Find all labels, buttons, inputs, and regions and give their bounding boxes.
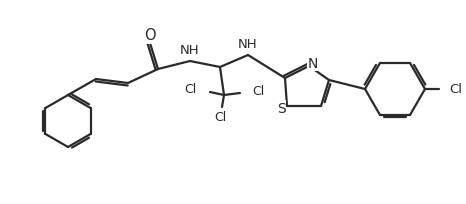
Text: Cl: Cl bbox=[214, 111, 226, 124]
Text: S: S bbox=[277, 102, 285, 115]
Text: O: O bbox=[144, 28, 156, 43]
Text: NH: NH bbox=[238, 38, 258, 51]
Text: N: N bbox=[308, 57, 318, 71]
Text: Cl: Cl bbox=[252, 85, 264, 98]
Text: NH: NH bbox=[180, 44, 200, 57]
Text: Cl: Cl bbox=[184, 83, 196, 96]
Text: Cl: Cl bbox=[449, 83, 462, 96]
